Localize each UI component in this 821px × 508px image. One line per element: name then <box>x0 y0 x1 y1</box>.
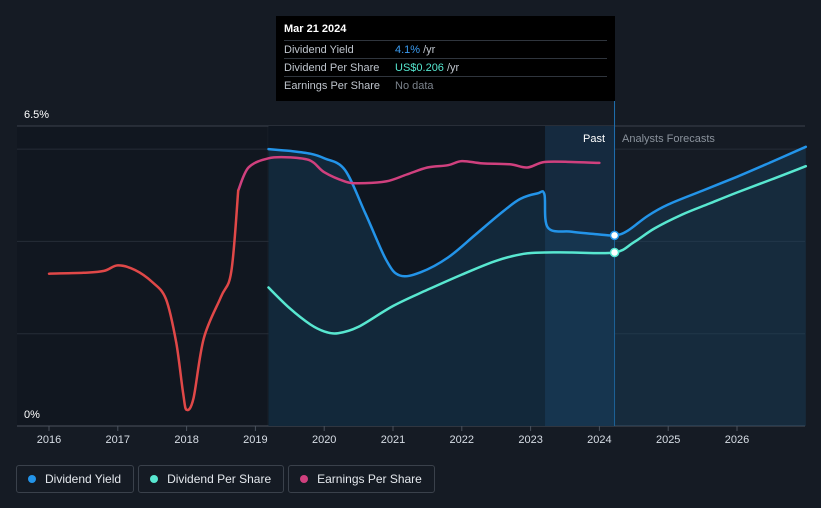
analysts-forecasts-label: Analysts Forecasts <box>622 133 715 145</box>
x-tick-label: 2022 <box>450 434 474 446</box>
tooltip-row-dividend-yield: Dividend Yield 4.1% /yr <box>284 40 607 58</box>
tooltip-label: Dividend Per Share <box>284 61 380 74</box>
legend-item-earnings-per-share[interactable]: Earnings Per Share <box>288 465 435 493</box>
current-marker-1 <box>609 247 620 258</box>
earnings-per-share-early-line <box>47 189 240 412</box>
x-tick-label: 2021 <box>381 434 405 446</box>
current-period-zone <box>545 126 615 426</box>
x-tick-label: 2016 <box>37 434 61 446</box>
y-axis-top-label: 6.5% <box>24 109 49 121</box>
dividend-yield-line <box>267 145 808 278</box>
tooltip-value: 4.1% <box>395 43 421 56</box>
x-tick-label: 2020 <box>312 434 336 446</box>
legend-dot-icon <box>150 475 159 483</box>
x-axis: 2016 2017 2018 2019 2020 2021 2022 2023 2024 2025… <box>37 426 749 446</box>
legend-label: Earnings Per Share <box>317 472 422 486</box>
series-areas <box>268 100 806 427</box>
tooltip-unit: /yr <box>423 43 436 56</box>
x-tick-label: 2019 <box>243 434 267 446</box>
x-tick-label: 2018 <box>174 434 198 446</box>
tooltip-value: US$0.206 <box>395 61 444 74</box>
x-tick-label: 2025 <box>656 434 680 446</box>
legend-label: Dividend Yield <box>45 472 122 486</box>
tooltip-value: No data <box>395 79 434 92</box>
current-marker-0 <box>609 230 620 241</box>
hover-tooltip: Mar 21 2024 Dividend Yield 4.1% /yr Divi… <box>276 16 615 101</box>
dividend-per-share-line <box>267 164 808 335</box>
y-axis-bottom-label: 0% <box>24 409 40 421</box>
legend-item-dividend-yield[interactable]: Dividend Yield <box>16 465 135 493</box>
x-tick-label: 2024 <box>587 434 611 446</box>
dividend-yield-area <box>268 146 806 427</box>
tooltip-date: Mar 21 2024 <box>284 23 347 35</box>
x-tick-label: 2017 <box>106 434 130 446</box>
series-lines <box>47 145 808 412</box>
tooltip-row-dividend-per-share: Dividend Per Share US$0.206 /yr <box>284 58 607 76</box>
tooltip-label: Dividend Yield <box>284 43 354 56</box>
legend-dot-icon <box>300 475 309 483</box>
tooltip-label: Earnings Per Share <box>284 79 380 92</box>
tooltip-row-earnings-per-share: Earnings Per Share No data <box>284 76 607 94</box>
legend-dot-icon <box>28 475 36 483</box>
legend-item-dividend-per-share[interactable]: Dividend Per Share <box>138 465 285 493</box>
legend-label: Dividend Per Share <box>167 472 272 486</box>
current-markers <box>609 230 620 258</box>
legend: Dividend Yield Dividend Per Share Earnin… <box>16 465 435 493</box>
earnings-per-share-line <box>236 155 601 192</box>
pre-shading-zone <box>17 126 267 426</box>
x-tick-label: 2023 <box>518 434 542 446</box>
tooltip-unit: /yr <box>446 61 460 74</box>
x-tick-label: 2026 <box>725 434 749 446</box>
past-label: Past <box>583 133 605 145</box>
